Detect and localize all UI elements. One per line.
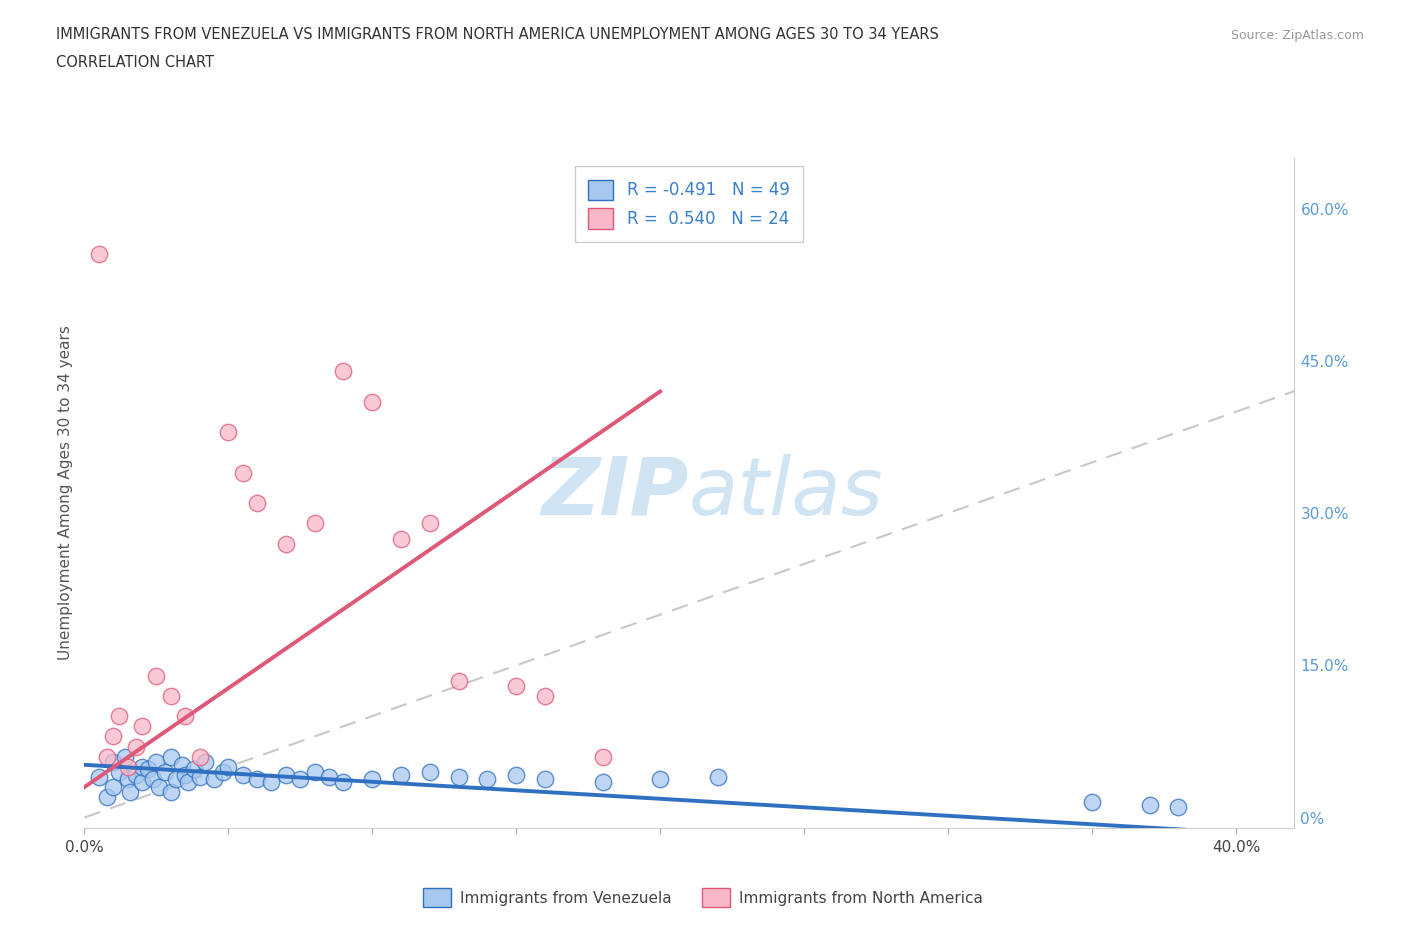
Point [131,719,153,734]
Legend: R = -0.491   N = 49, R =  0.540   N = 24: R = -0.491 N = 49, R = 0.540 N = 24 [575,166,803,242]
Point [419,764,441,779]
Point [534,688,557,703]
Point [117,760,139,775]
Point [505,678,527,693]
Point [361,394,384,409]
Point [142,772,165,787]
Point [274,537,297,551]
Point [101,779,124,794]
Point [304,764,326,779]
Point [174,709,197,724]
Point [304,516,326,531]
Y-axis label: Unemployment Among Ages 30 to 34 years: Unemployment Among Ages 30 to 34 years [58,326,73,660]
Point [534,772,557,787]
Point [145,754,167,769]
Text: Source: ZipAtlas.com: Source: ZipAtlas.com [1230,29,1364,42]
Point [153,764,176,779]
Point [505,767,527,782]
Point [108,709,131,724]
Point [361,772,384,787]
Point [114,750,136,764]
Point [96,790,118,804]
Point [419,516,441,531]
Point [172,757,194,772]
Point [650,772,672,787]
Point [159,688,181,703]
Point [101,729,124,744]
Legend: Immigrants from Venezuela, Immigrants from North America: Immigrants from Venezuela, Immigrants fr… [418,883,988,913]
Point [447,673,470,688]
Point [136,762,159,777]
Point [246,496,269,511]
Point [290,772,312,787]
Point [389,531,412,546]
Point [166,772,188,787]
Text: CORRELATION CHART: CORRELATION CHART [56,55,214,70]
Point [188,769,211,784]
Point [202,772,225,787]
Point [183,762,205,777]
Point [217,760,239,775]
Point [117,772,139,787]
Point [174,767,197,782]
Point [96,750,118,764]
Point [87,247,110,262]
Point [125,739,148,754]
Point [1139,798,1161,813]
Point [332,775,354,790]
Point [246,772,269,787]
Point [148,779,170,794]
Point [145,668,167,683]
Point [1081,795,1104,810]
Point [318,769,340,784]
Point [232,465,254,480]
Text: ZIP: ZIP [541,454,689,532]
Point [108,764,131,779]
Point [1167,800,1189,815]
Point [592,775,614,790]
Text: atlas: atlas [689,454,884,532]
Point [232,767,254,782]
Point [706,769,728,784]
Point [120,785,142,800]
Point [211,764,233,779]
Point [274,767,297,782]
Point [592,750,614,764]
Point [159,750,181,764]
Point [260,775,283,790]
Point [159,785,181,800]
Point [125,767,148,782]
Point [188,750,211,764]
Point [131,775,153,790]
Point [177,775,200,790]
Point [101,754,124,769]
Point [194,754,217,769]
Point [87,769,110,784]
Point [477,772,499,787]
Point [447,769,470,784]
Text: IMMIGRANTS FROM VENEZUELA VS IMMIGRANTS FROM NORTH AMERICA UNEMPLOYMENT AMONG AG: IMMIGRANTS FROM VENEZUELA VS IMMIGRANTS … [56,27,939,42]
Point [389,767,412,782]
Point [131,760,153,775]
Point [217,425,239,440]
Point [332,364,354,379]
